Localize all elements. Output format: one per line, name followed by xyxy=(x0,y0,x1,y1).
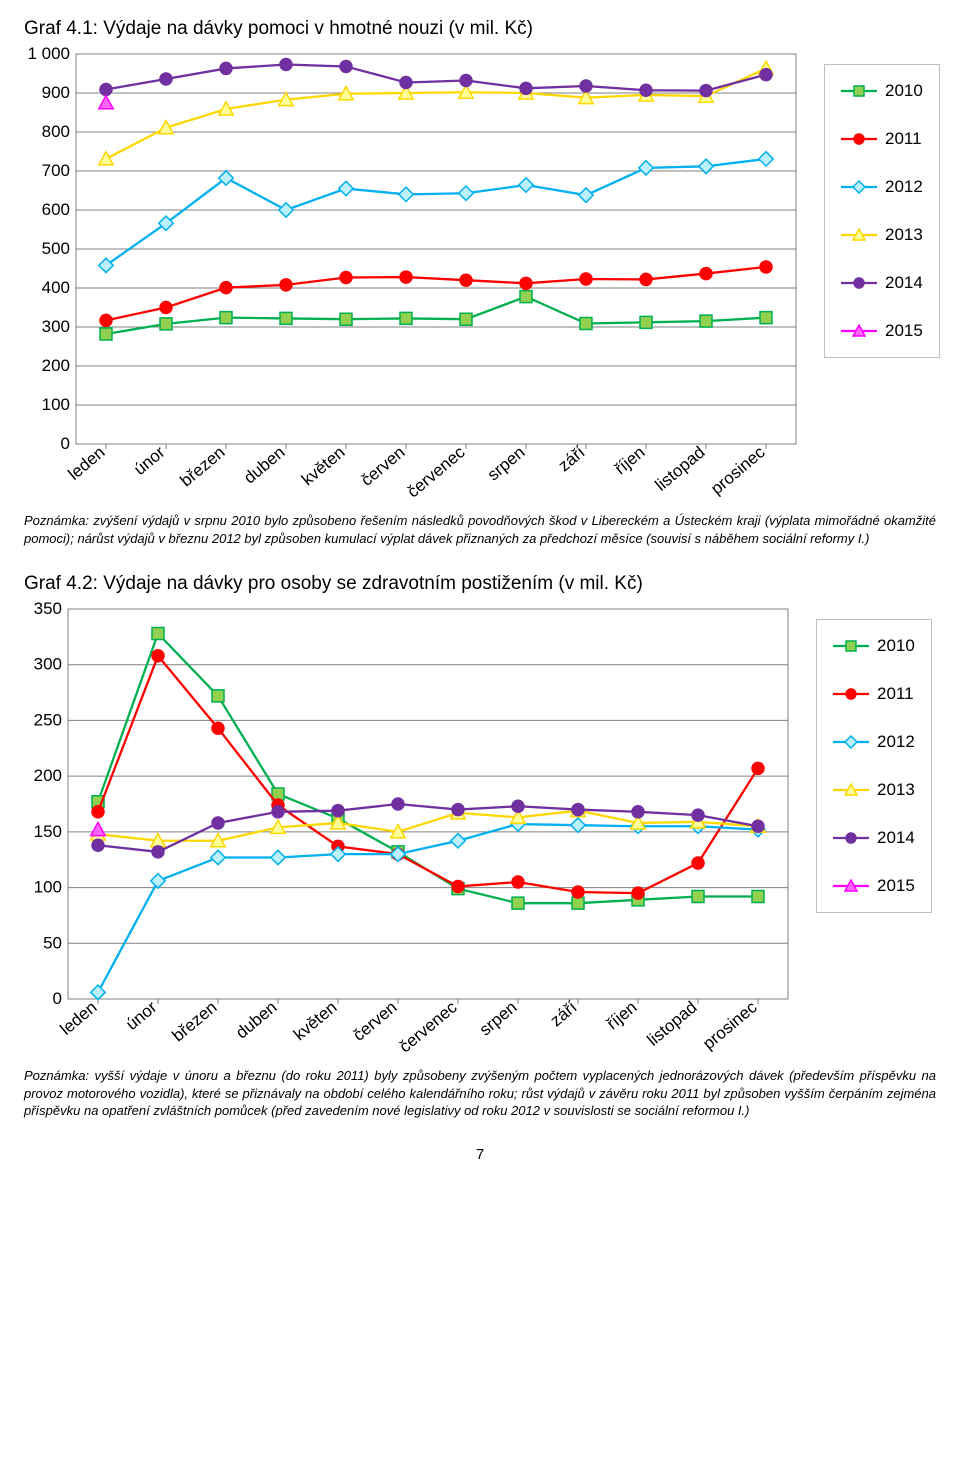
chart2-legend: 2010 2011 2012 2013 2014 2015 xyxy=(816,619,932,913)
svg-text:900: 900 xyxy=(42,83,70,102)
legend-label: 2015 xyxy=(877,876,915,896)
svg-text:350: 350 xyxy=(34,599,62,618)
legend-swatch xyxy=(841,324,877,338)
chart2-title: Graf 4.2: Výdaje na dávky pro osoby se z… xyxy=(24,573,936,595)
svg-text:červen: červen xyxy=(349,998,400,1045)
svg-text:únor: únor xyxy=(130,442,169,479)
legend-swatch xyxy=(841,276,877,290)
legend-label: 2011 xyxy=(885,129,922,149)
legend-swatch xyxy=(833,735,869,749)
svg-text:500: 500 xyxy=(42,239,70,258)
legend-item-2012: 2012 xyxy=(841,177,923,197)
svg-text:0: 0 xyxy=(53,989,62,1008)
svg-text:0: 0 xyxy=(61,434,70,453)
chart1-block: 0 100 200 300 400 500 600 700 800 900 1 000 ledenún… xyxy=(24,44,936,504)
svg-text:duben: duben xyxy=(232,998,280,1043)
svg-text:duben: duben xyxy=(240,443,288,488)
svg-text:únor: únor xyxy=(122,997,161,1034)
svg-text:listopad: listopad xyxy=(643,998,700,1050)
svg-text:listopad: listopad xyxy=(651,443,708,495)
legend-label: 2013 xyxy=(877,780,915,800)
svg-text:prosinec: prosinec xyxy=(699,997,761,1053)
page-number: 7 xyxy=(24,1146,936,1163)
legend-item-2010: 2010 xyxy=(841,81,923,101)
svg-text:leden: leden xyxy=(64,443,108,484)
legend-swatch xyxy=(833,831,869,845)
svg-text:300: 300 xyxy=(42,317,70,336)
legend-item-2015: 2015 xyxy=(841,321,923,341)
legend-swatch xyxy=(833,879,869,893)
legend-swatch xyxy=(841,84,877,98)
legend-label: 2010 xyxy=(885,81,923,101)
svg-text:100: 100 xyxy=(34,878,62,897)
legend-item-2010: 2010 xyxy=(833,636,915,656)
svg-text:červenec: červenec xyxy=(404,442,469,501)
chart1-title: Graf 4.1: Výdaje na dávky pomoci v hmotn… xyxy=(24,18,936,40)
legend-label: 2010 xyxy=(877,636,915,656)
svg-text:150: 150 xyxy=(34,822,62,841)
svg-text:200: 200 xyxy=(42,356,70,375)
legend-label: 2014 xyxy=(885,273,923,293)
legend-swatch xyxy=(833,639,869,653)
legend-label: 2012 xyxy=(885,177,923,197)
svg-text:300: 300 xyxy=(34,655,62,674)
chart1-plot: 0 100 200 300 400 500 600 700 800 900 1 000 ledenún… xyxy=(24,44,806,504)
legend-label: 2014 xyxy=(877,828,915,848)
svg-text:800: 800 xyxy=(42,122,70,141)
legend-item-2012: 2012 xyxy=(833,732,915,752)
svg-text:leden: leden xyxy=(56,998,100,1039)
note1: Poznámka: zvýšení výdajů v srpnu 2010 by… xyxy=(24,512,936,547)
svg-text:srpen: srpen xyxy=(476,998,521,1040)
svg-text:říjen: říjen xyxy=(611,443,649,479)
svg-text:1 000: 1 000 xyxy=(27,44,70,63)
chart2-plot: 0 50 100 150 200 250 300 350 leden únorbřezendube… xyxy=(24,599,798,1059)
svg-text:400: 400 xyxy=(42,278,70,297)
legend-swatch xyxy=(841,180,877,194)
note2: Poznámka: vyšší výdaje v únoru a březnu … xyxy=(24,1067,936,1120)
legend-item-2011: 2011 xyxy=(841,129,923,149)
svg-text:září: září xyxy=(547,997,581,1030)
legend-item-2015: 2015 xyxy=(833,876,915,896)
legend-label: 2012 xyxy=(877,732,915,752)
legend-item-2014: 2014 xyxy=(841,273,923,293)
svg-text:50: 50 xyxy=(43,933,62,952)
legend-label: 2011 xyxy=(877,684,914,704)
chart2-block: 0 50 100 150 200 250 300 350 leden únorbřezendube… xyxy=(24,599,936,1059)
svg-text:březen: březen xyxy=(169,998,221,1046)
svg-text:říjen: říjen xyxy=(603,998,641,1034)
svg-text:prosinec: prosinec xyxy=(707,442,769,498)
svg-text:červenec: červenec xyxy=(396,997,461,1056)
legend-swatch xyxy=(833,783,869,797)
svg-text:600: 600 xyxy=(42,200,70,219)
svg-text:květen: květen xyxy=(298,443,349,490)
svg-text:březen: březen xyxy=(177,443,229,491)
svg-text:250: 250 xyxy=(34,711,62,730)
legend-swatch xyxy=(833,687,869,701)
svg-text:srpen: srpen xyxy=(484,443,529,485)
legend-item-2013: 2013 xyxy=(833,780,915,800)
legend-label: 2015 xyxy=(885,321,923,341)
legend-swatch xyxy=(841,132,877,146)
svg-text:červen: červen xyxy=(357,443,408,490)
svg-text:100: 100 xyxy=(42,395,70,414)
legend-item-2014: 2014 xyxy=(833,828,915,848)
svg-text:květen: květen xyxy=(290,998,341,1045)
legend-swatch xyxy=(841,228,877,242)
svg-text:700: 700 xyxy=(42,161,70,180)
legend-item-2011: 2011 xyxy=(833,684,915,704)
svg-text:září: září xyxy=(555,442,589,475)
chart1-legend: 2010 2011 2012 2013 2014 2015 xyxy=(824,64,940,358)
legend-label: 2013 xyxy=(885,225,923,245)
legend-item-2013: 2013 xyxy=(841,225,923,245)
svg-text:200: 200 xyxy=(34,766,62,785)
